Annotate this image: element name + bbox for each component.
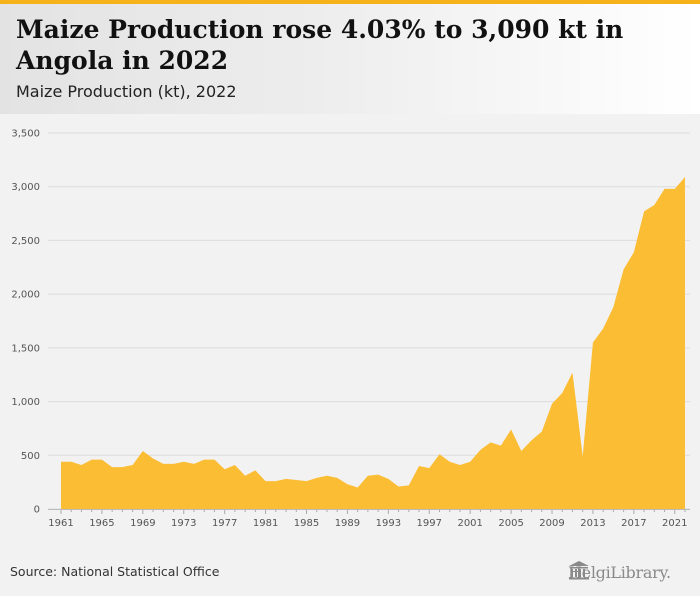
x-tick-label-2005: 2005 [498,518,523,529]
x-tick-label-1997: 1997 [417,518,442,529]
x-tick-label-2017: 2017 [621,518,646,529]
x-tick-label-1965: 1965 [89,518,114,529]
y-tick-label-3500: 3,500 [11,129,40,140]
y-tick-label-2000: 2,000 [11,290,40,301]
brand-name: HelgiLibrary. [568,562,671,582]
source-note: Source: National Statistical Office [10,564,220,579]
chart-header: Maize Production rose 4.03% to 3,090 kt … [0,4,700,114]
x-tick-label-2021: 2021 [662,518,687,529]
area-chart: 0 500 1,000 1,500 2,000 2,500 3,000 3,500 1961 19… [11,129,690,529]
x-tick-label-1993: 1993 [376,518,401,529]
x-tick-label-1989: 1989 [335,518,360,529]
x-tick-label-2001: 2001 [457,518,482,529]
accent-bar [0,0,700,4]
area-series-maize-production [61,177,685,510]
y-tick-label-500: 500 [21,451,40,462]
library-building-icon [569,561,589,580]
chart-title: Maize Production rose 4.03% to 3,090 kt … [16,15,624,75]
x-tick-label-2013: 2013 [580,518,605,529]
y-tick-label-1500: 1,500 [11,343,40,354]
brand-logo: HelgiLibrary. [568,560,671,584]
y-tick-label-0: 0 [34,505,40,516]
y-tick-label-3000: 3,000 [11,182,40,193]
y-tick-label-2500: 2,500 [11,236,40,247]
x-tick-label-1973: 1973 [171,518,196,529]
x-tick-label-1981: 1981 [253,518,278,529]
x-tick-label-1985: 1985 [294,518,319,529]
x-tick-label-2009: 2009 [539,518,564,529]
chart-subtitle: Maize Production (kt), 2022 [16,82,237,101]
chart-area: 0 500 1,000 1,500 2,000 2,500 3,000 3,500 1961 19… [0,114,700,544]
x-tick-label-1961: 1961 [48,518,73,529]
x-tick-label-1969: 1969 [130,518,155,529]
x-tick-label-1977: 1977 [212,518,237,529]
y-tick-label-1000: 1,000 [11,397,40,408]
